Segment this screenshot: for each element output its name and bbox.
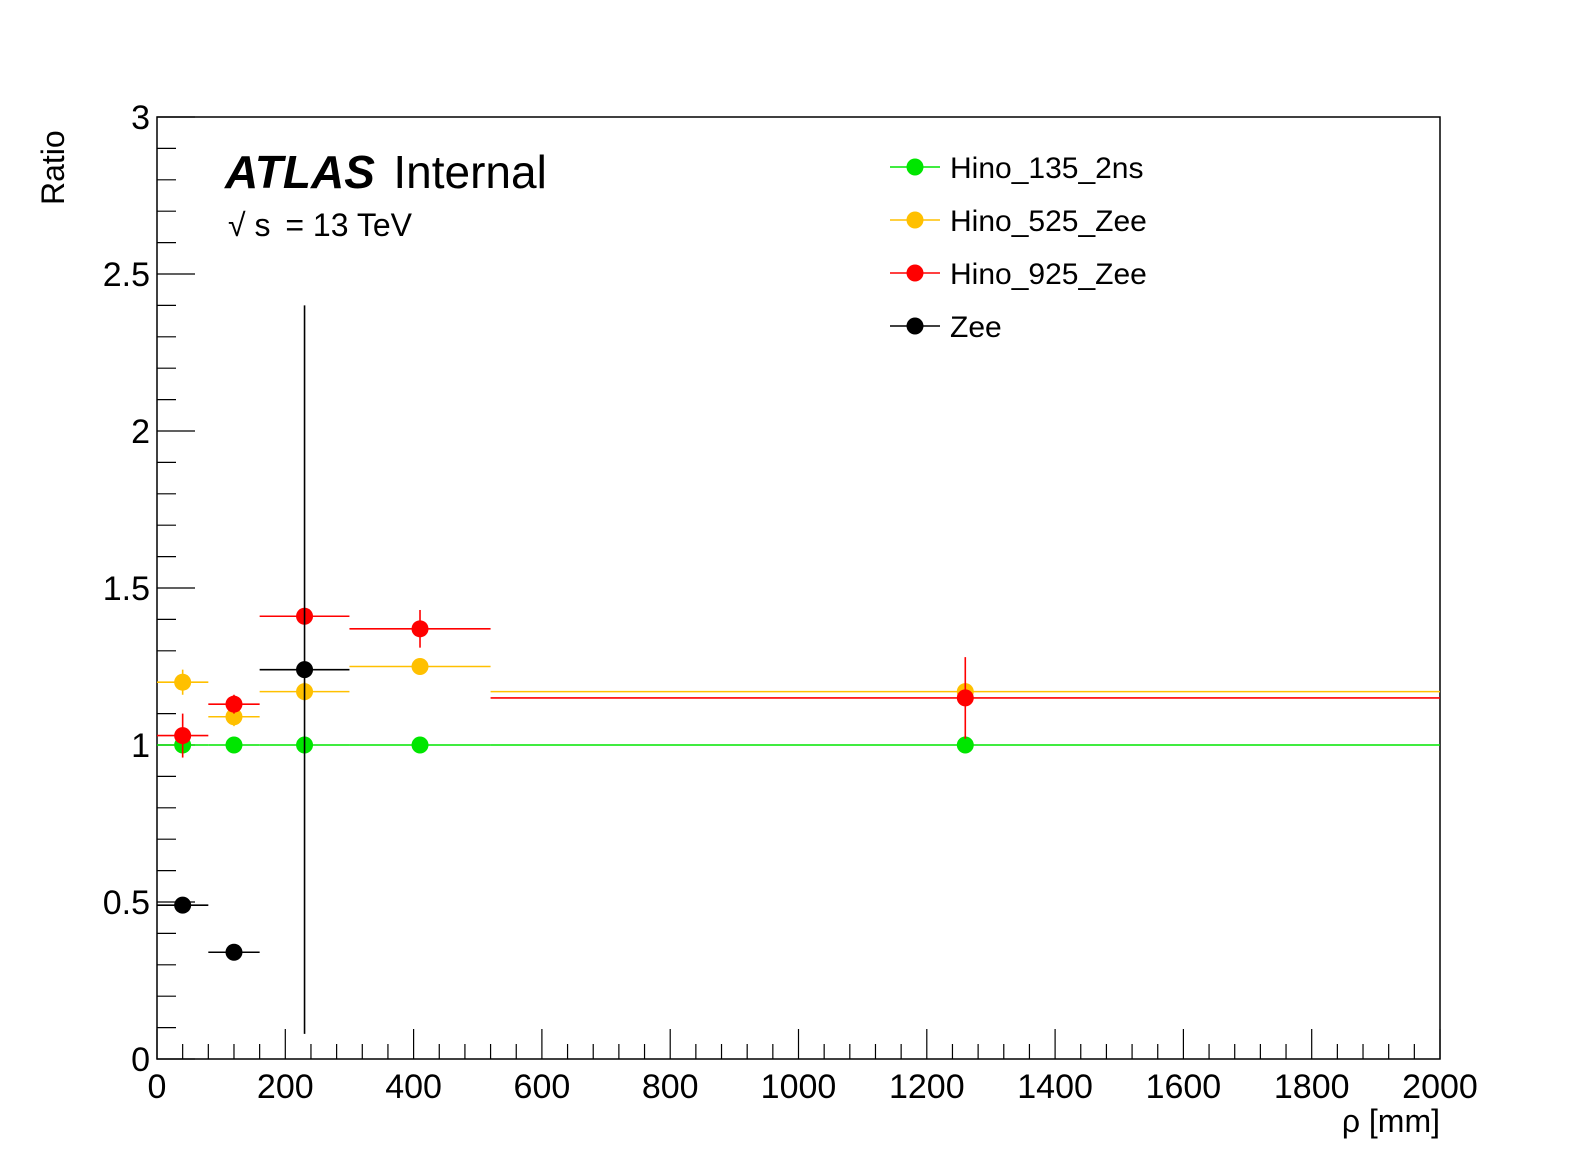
atlas-experiment: ATLAS bbox=[224, 146, 375, 198]
legend-marker bbox=[906, 211, 924, 229]
x-axis-title: ρ [mm] bbox=[1342, 1103, 1440, 1139]
data-point bbox=[411, 658, 429, 675]
y-tick-label: 1 bbox=[131, 727, 150, 765]
energy-variable: s bbox=[254, 207, 270, 243]
data-point bbox=[225, 943, 243, 961]
atlas-label: ATLAS Internal bbox=[224, 146, 547, 198]
y-tick-label: 1.5 bbox=[103, 570, 150, 608]
plot-frame bbox=[156, 116, 1441, 1060]
data-series bbox=[157, 305, 1440, 1034]
energy-label: √ s = 13 TeV bbox=[228, 207, 413, 243]
y-tick-label: 0.5 bbox=[103, 884, 150, 922]
x-tick-label: 600 bbox=[514, 1068, 571, 1106]
legend-label: Zee bbox=[950, 311, 1002, 344]
y-tick-labels: 0 0.5 1 1.5 2 2.5 3 bbox=[103, 99, 150, 1079]
y-tick-label: 3 bbox=[131, 99, 150, 137]
legend-label: Hino_525_Zee bbox=[950, 205, 1147, 238]
y-tick-label: 0 bbox=[131, 1041, 150, 1079]
x-tick-label: 1800 bbox=[1274, 1068, 1350, 1106]
legend: Hino_135_2ns Hino_525_Zee Hino_925_Zee Zee bbox=[890, 152, 1147, 344]
data-point bbox=[225, 736, 243, 754]
data-point bbox=[411, 736, 429, 754]
series-zee bbox=[157, 305, 350, 1034]
series-hino-525-zee bbox=[157, 658, 1440, 727]
x-tick-label: 1000 bbox=[761, 1068, 837, 1106]
data-point bbox=[956, 689, 974, 707]
legend-marker bbox=[906, 158, 924, 176]
data-point bbox=[174, 896, 192, 914]
x-tick-label: 800 bbox=[642, 1068, 699, 1106]
axis-ticks bbox=[156, 116, 1441, 1060]
legend-item: Hino_135_2ns bbox=[890, 152, 1144, 185]
data-point bbox=[174, 673, 192, 691]
x-tick-label: 1200 bbox=[889, 1068, 965, 1106]
data-point bbox=[411, 620, 429, 638]
y-axis-title: Ratio bbox=[35, 130, 71, 205]
legend-marker bbox=[906, 264, 924, 282]
data-point bbox=[225, 695, 243, 713]
x-tick-labels: 0 200 400 600 800 1000 1200 1400 1600 1800 2000 bbox=[148, 1068, 1478, 1106]
legend-item: Hino_925_Zee bbox=[890, 258, 1147, 291]
legend-label: Hino_925_Zee bbox=[950, 258, 1147, 291]
x-tick-label: 200 bbox=[257, 1068, 314, 1106]
x-tick-label: 400 bbox=[385, 1068, 442, 1106]
series-hino-135-2ns bbox=[157, 736, 1440, 754]
legend-label: Hino_135_2ns bbox=[950, 152, 1144, 185]
x-tick-label: 0 bbox=[148, 1068, 167, 1106]
atlas-status: Internal bbox=[393, 146, 546, 198]
y-tick-label: 2.5 bbox=[103, 256, 150, 294]
energy-value: = 13 TeV bbox=[285, 207, 412, 243]
x-tick-label: 2000 bbox=[1402, 1068, 1478, 1106]
series-hino-925-zee bbox=[157, 607, 1440, 758]
legend-marker bbox=[906, 317, 924, 335]
data-point bbox=[956, 736, 974, 754]
sqrt-symbol: √ bbox=[228, 207, 246, 243]
legend-item: Zee bbox=[890, 311, 1002, 344]
data-point bbox=[296, 661, 314, 679]
x-tick-label: 1400 bbox=[1017, 1068, 1093, 1106]
x-tick-label: 1600 bbox=[1146, 1068, 1222, 1106]
legend-item: Hino_525_Zee bbox=[890, 205, 1147, 238]
data-point bbox=[225, 708, 243, 726]
data-point bbox=[174, 727, 192, 745]
y-tick-label: 2 bbox=[131, 413, 150, 451]
